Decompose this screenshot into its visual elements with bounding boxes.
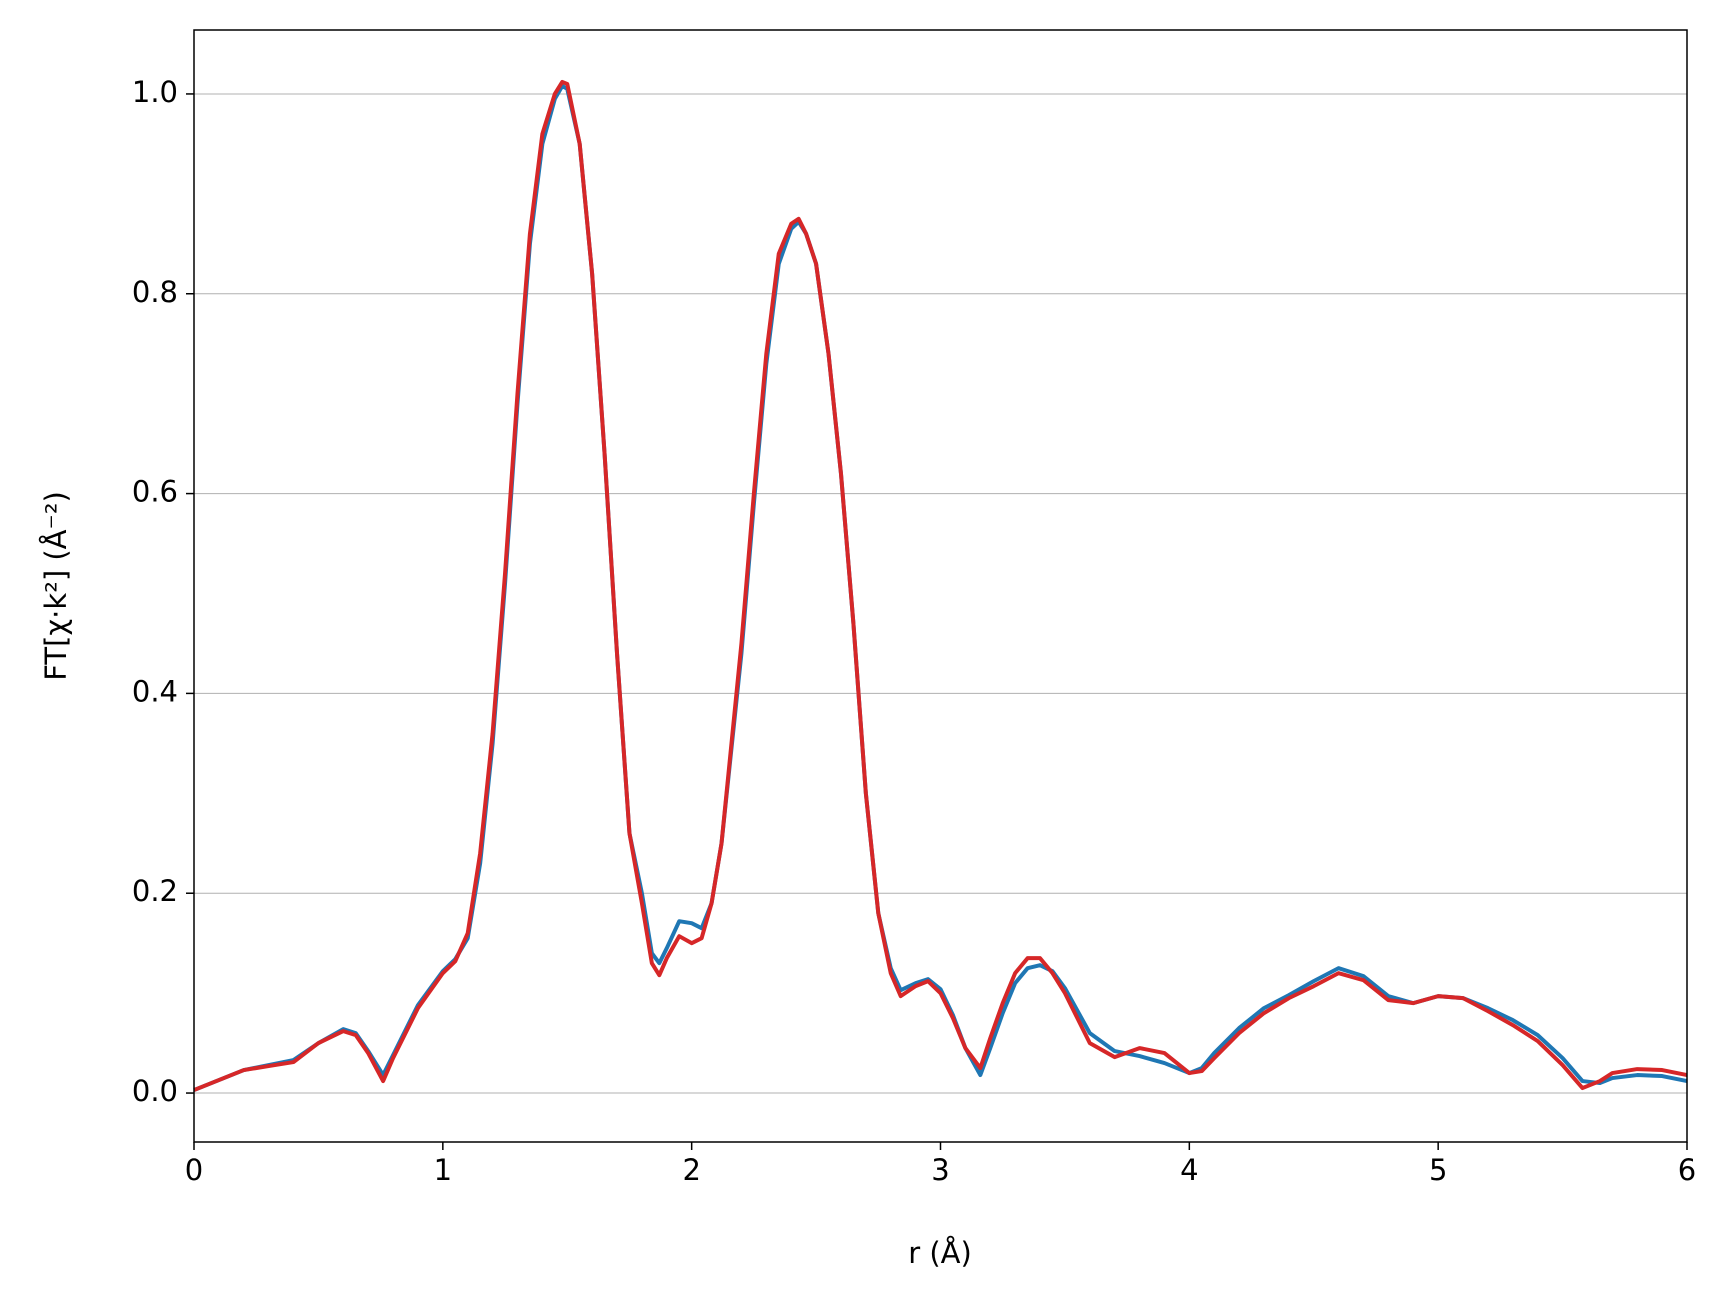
plot-frame bbox=[193, 29, 1688, 1143]
x-tick-label: 0 bbox=[185, 1153, 203, 1187]
x-tick-label: 4 bbox=[1180, 1153, 1198, 1187]
x-axis-label: r (Å) bbox=[908, 1236, 972, 1270]
y-tick-label: 0.0 bbox=[132, 1074, 178, 1108]
y-tick-label: 0.4 bbox=[132, 674, 178, 708]
line-series bbox=[193, 79, 1688, 1092]
line-series bbox=[193, 83, 1688, 1092]
x-tick-label: 1 bbox=[434, 1153, 452, 1187]
x-tick-label: 6 bbox=[1678, 1153, 1696, 1187]
y-tick-label: 0.6 bbox=[132, 475, 178, 509]
y-tick-label: 0.2 bbox=[132, 874, 178, 908]
x-tick-label: 5 bbox=[1429, 1153, 1447, 1187]
y-axis-label: FT[χ·k²] (Å⁻²) bbox=[39, 491, 73, 681]
y-tick-label: 1.0 bbox=[132, 75, 178, 109]
x-tick-label: 3 bbox=[931, 1153, 949, 1187]
x-tick-label: 2 bbox=[682, 1153, 700, 1187]
y-tick-label: 0.8 bbox=[132, 275, 178, 309]
